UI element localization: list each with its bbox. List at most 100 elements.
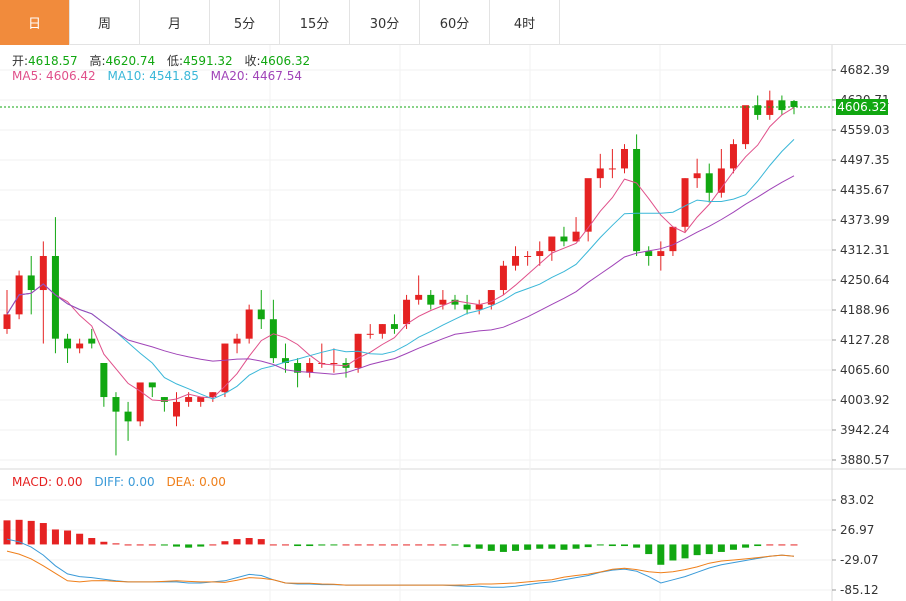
candle-body-37: [451, 299, 459, 305]
close-label: 收:: [244, 54, 261, 68]
candle-body-6: [76, 343, 84, 349]
candle-body-62: [754, 105, 762, 115]
macd-bar-1: [15, 519, 23, 545]
macd-bar-64: [778, 544, 786, 546]
tab-4[interactable]: 15分: [280, 0, 350, 45]
candle-body-15: [185, 397, 193, 402]
candle-body-32: [390, 324, 398, 329]
price-tick-label-11: 4003.92: [840, 393, 890, 407]
ohlc-readout: 开:4618.57 高:4620.74 低:4591.32 收:4606.32: [12, 52, 318, 69]
candle-body-24: [294, 362, 302, 373]
ma10-line: [6, 139, 795, 400]
candle-body-4: [51, 255, 59, 339]
macd-label: MACD: 0.00: [12, 475, 83, 489]
macd-bar-33: [403, 544, 411, 546]
macd-bar-43: [524, 544, 532, 550]
candle-body-10: [124, 411, 132, 422]
macd-bar-38: [463, 544, 471, 548]
macd-bar-44: [536, 544, 544, 549]
macd-bar-39: [475, 544, 483, 549]
candle-body-53: [645, 251, 653, 256]
price-tick-label-0: 4682.39: [840, 63, 890, 77]
candle-body-7: [88, 338, 96, 344]
tab-6[interactable]: 60分: [420, 0, 490, 45]
open-label: 开:: [12, 54, 29, 68]
macd-bar-57: [693, 544, 701, 556]
diff-label: DIFF: 0.00: [94, 475, 155, 489]
ma10-label: MA10: 4541.85: [107, 69, 199, 83]
dea-label: DEA: 0.00: [166, 475, 226, 489]
tab-2[interactable]: 月: [140, 0, 210, 45]
candle-body-61: [742, 105, 750, 145]
macd-bar-36: [439, 544, 447, 546]
candle-body-3: [39, 255, 47, 291]
candle-body-14: [173, 401, 181, 417]
tab-1[interactable]: 周: [70, 0, 140, 45]
candle-body-20: [245, 309, 253, 339]
ma5-label: MA5: 4606.42: [12, 69, 96, 83]
candle-body-39: [475, 304, 483, 310]
macd-legend: MACD: 0.00 DIFF: 0.00 DEA: 0.00: [12, 475, 234, 489]
macd-tick-label-0: 83.02: [840, 493, 874, 507]
macd-bar-24: [294, 544, 302, 547]
macd-bar-20: [245, 538, 253, 545]
current-price-tag: 4606.32: [836, 99, 888, 115]
macd-bar-47: [572, 544, 580, 549]
macd-bar-53: [645, 544, 653, 555]
macd-bar-3: [39, 523, 47, 545]
macd-bar-46: [560, 544, 568, 550]
candle-body-2: [27, 275, 35, 291]
macd-bar-58: [705, 544, 713, 555]
candle-body-44: [536, 251, 544, 256]
price-tick-label-6: 4312.31: [840, 243, 890, 257]
macd-bar-17: [209, 544, 217, 546]
candle-body-9: [112, 397, 120, 412]
candle-body-48: [584, 178, 592, 232]
candle-body-22: [269, 319, 277, 359]
macd-bar-65: [790, 544, 798, 546]
macd-bar-22: [269, 544, 277, 546]
candle-body-41: [499, 265, 507, 291]
tab-5[interactable]: 30分: [350, 0, 420, 45]
candle-body-23: [281, 358, 289, 363]
tab-0[interactable]: 日: [0, 0, 70, 45]
candle-body-49: [596, 168, 604, 179]
candle-body-19: [233, 338, 241, 344]
macd-bar-13: [160, 544, 168, 546]
macd-tick-label-1: 26.97: [840, 523, 874, 537]
price-tick-label-7: 4250.64: [840, 273, 890, 287]
candle-body-0: [3, 314, 11, 329]
open-value: 4618.57: [28, 54, 78, 68]
candle-body-11: [136, 382, 144, 422]
macd-tick-label-2: -29.07: [840, 553, 879, 567]
macd-bar-4: [51, 529, 59, 545]
macd-bar-50: [608, 544, 616, 547]
candle-body-13: [160, 397, 168, 402]
candle-body-36: [439, 299, 447, 305]
candle-body-40: [487, 290, 495, 305]
macd-bar-52: [633, 544, 641, 548]
macd-bar-18: [221, 541, 229, 545]
macd-bar-9: [112, 543, 120, 545]
low-label: 低:: [167, 54, 184, 68]
tab-3[interactable]: 5分: [210, 0, 280, 45]
candle-body-12: [148, 382, 156, 388]
candlestick-chart: 4682.394620.714559.034497.354435.674373.…: [0, 45, 906, 601]
ma20-label: MA20: 4467.54: [210, 69, 302, 83]
candle-body-58: [705, 173, 713, 193]
macd-bar-26: [318, 544, 326, 546]
candle-body-30: [366, 333, 374, 335]
macd-bar-55: [669, 544, 677, 561]
tab-7[interactable]: 4时: [490, 0, 560, 45]
macd-bar-5: [64, 530, 72, 545]
macd-bar-11: [136, 544, 144, 546]
macd-bar-14: [173, 544, 181, 547]
macd-bar-35: [427, 544, 435, 546]
candle-body-45: [548, 236, 556, 252]
price-tick-label-2: 4559.03: [840, 123, 890, 137]
candle-body-65: [790, 101, 798, 107]
candle-body-27: [330, 362, 338, 364]
price-tick-label-13: 3880.57: [840, 453, 890, 467]
candle-body-16: [197, 397, 205, 402]
candle-body-18: [221, 343, 229, 393]
